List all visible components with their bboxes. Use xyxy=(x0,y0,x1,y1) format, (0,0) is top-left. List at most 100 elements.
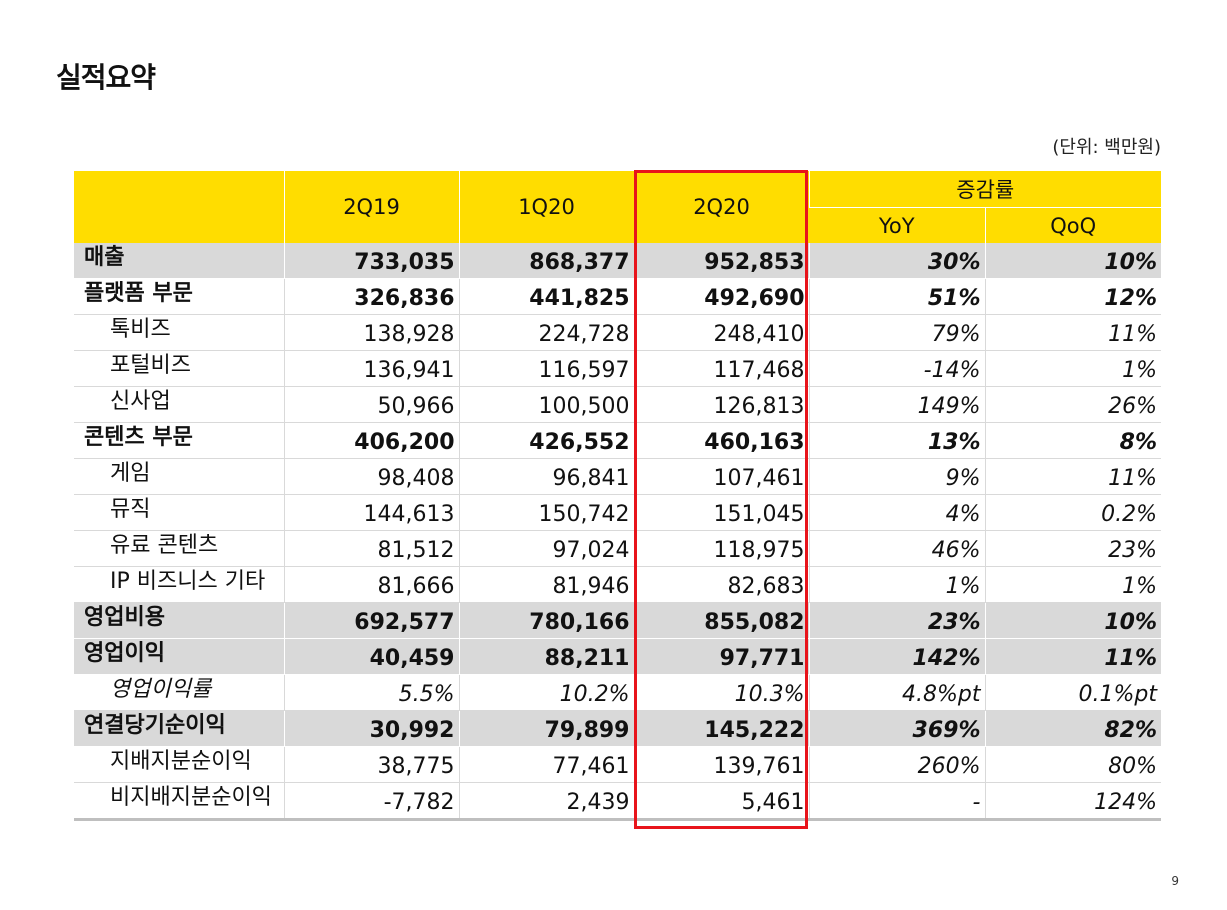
cell-2q19: 50,966 xyxy=(283,386,459,423)
cell-2q19: 144,613 xyxy=(283,494,459,531)
cell-yoy: 13% xyxy=(808,422,985,459)
header-growth: 증감률 xyxy=(808,171,1161,208)
cell-yoy: 79% xyxy=(808,314,985,351)
page-number: 9 xyxy=(1171,874,1179,888)
cell-2q20: 145,222 xyxy=(633,710,809,747)
cell-yoy: 23% xyxy=(808,602,985,639)
cell-2q20: 118,975 xyxy=(633,530,809,567)
cell-1q20: 116,597 xyxy=(458,350,634,387)
cell-qoq: 11% xyxy=(984,638,1161,675)
cell-2q19: 326,836 xyxy=(283,278,459,315)
table-row: 뮤직 144,613 150,742 151,045 4% 0.2% xyxy=(74,494,1161,531)
row-label: 신사업 xyxy=(74,386,284,423)
table-row: 포털비즈 136,941 116,597 117,468 -14% 1% xyxy=(74,350,1161,387)
header-yoy: YoY xyxy=(809,207,985,243)
cell-yoy: - xyxy=(808,782,985,821)
financial-summary-table: 2Q19 1Q20 2Q20 증감률 YoY QoQ 매출 733,035 868,… xyxy=(74,171,1161,821)
cell-qoq: 10% xyxy=(984,243,1161,279)
cell-2q19: 406,200 xyxy=(283,422,459,459)
header-1q20: 1Q20 xyxy=(458,171,634,243)
cell-yoy: 142% xyxy=(808,638,985,675)
cell-1q20: 868,377 xyxy=(458,243,634,279)
table-row: 플랫폼 부문 326,836 441,825 492,690 51% 12% xyxy=(74,278,1161,315)
table-row: 지배지분순이익 38,775 77,461 139,761 260% 80% xyxy=(74,746,1161,783)
cell-2q20: 117,468 xyxy=(633,350,809,387)
cell-1q20: 441,825 xyxy=(458,278,634,315)
row-label: 영업이익 xyxy=(74,638,284,675)
cell-2q20: 248,410 xyxy=(633,314,809,351)
cell-2q19: 81,666 xyxy=(283,566,459,603)
row-label: 톡비즈 xyxy=(74,314,284,351)
row-label: 매출 xyxy=(74,243,284,279)
row-label: 영업비용 xyxy=(74,602,284,639)
header-2q19: 2Q19 xyxy=(283,171,459,243)
cell-1q20: 10.2% xyxy=(458,674,634,711)
cell-yoy: 149% xyxy=(808,386,985,423)
row-label: IP 비즈니스 기타 xyxy=(74,566,284,603)
cell-yoy: 1% xyxy=(808,566,985,603)
cell-1q20: 100,500 xyxy=(458,386,634,423)
table-row: 비지배지분순이익 -7,782 2,439 5,461-124% xyxy=(74,782,1161,821)
cell-yoy: 260% xyxy=(808,746,985,783)
table-row: 신사업 50,966 100,500 126,813 149% 26% xyxy=(74,386,1161,423)
cell-qoq: 23% xyxy=(984,530,1161,567)
cell-2q20: 97,771 xyxy=(633,638,809,675)
table-row: 유료 콘텐츠 81,512 97,024 118,975 46% 23% xyxy=(74,530,1161,567)
row-label: 연결당기순이익 xyxy=(74,710,284,747)
row-label: 유료 콘텐츠 xyxy=(74,530,284,567)
cell-2q20: 10.3% xyxy=(633,674,809,711)
row-label: 뮤직 xyxy=(74,494,284,531)
cell-yoy: 46% xyxy=(808,530,985,567)
cell-1q20: 426,552 xyxy=(458,422,634,459)
unit-label: (단위: 백만원) xyxy=(1052,137,1161,158)
cell-qoq: 124% xyxy=(984,782,1161,821)
cell-qoq: 26% xyxy=(984,386,1161,423)
cell-2q19: 5.5% xyxy=(283,674,459,711)
cell-1q20: 77,461 xyxy=(458,746,634,783)
cell-yoy: -14% xyxy=(808,350,985,387)
cell-2q19: 692,577 xyxy=(283,602,459,639)
table-row: 톡비즈 138,928 224,728 248,410 79% 11% xyxy=(74,314,1161,351)
header-qoq: QoQ xyxy=(984,207,1161,243)
cell-2q20: 460,163 xyxy=(633,422,809,459)
cell-2q19: 40,459 xyxy=(283,638,459,675)
cell-2q20: 107,461 xyxy=(633,458,809,495)
row-label: 플랫폼 부문 xyxy=(74,278,284,315)
table-row: 연결당기순이익 30,992 79,899 145,222 369% 82% xyxy=(74,710,1161,747)
cell-1q20: 96,841 xyxy=(458,458,634,495)
cell-2q19: 38,775 xyxy=(283,746,459,783)
cell-2q19: 136,941 xyxy=(283,350,459,387)
cell-2q19: 30,992 xyxy=(283,710,459,747)
cell-2q20: 492,690 xyxy=(633,278,809,315)
cell-1q20: 150,742 xyxy=(458,494,634,531)
cell-qoq: 0.2% xyxy=(984,494,1161,531)
table-row: 영업이익률 5.5% 10.2% 10.3% 4.8%pt 0.1%pt xyxy=(74,674,1161,711)
cell-2q20: 139,761 xyxy=(633,746,809,783)
cell-yoy: 369% xyxy=(808,710,985,747)
cell-qoq: 11% xyxy=(984,314,1161,351)
cell-yoy: 4.8%pt xyxy=(808,674,985,711)
cell-1q20: 88,211 xyxy=(458,638,634,675)
cell-1q20: 97,024 xyxy=(458,530,634,567)
cell-2q19: 138,928 xyxy=(283,314,459,351)
header-blank xyxy=(74,171,284,243)
cell-qoq: 0.1%pt xyxy=(984,674,1161,711)
cell-1q20: 79,899 xyxy=(458,710,634,747)
table-row: 콘텐츠 부문 406,200 426,552 460,163 13% 8% xyxy=(74,422,1161,459)
table-row: 영업비용 692,577 780,166 855,082 23% 10% xyxy=(74,602,1161,639)
cell-yoy: 9% xyxy=(808,458,985,495)
cell-2q20: 151,045 xyxy=(633,494,809,531)
row-label: 게임 xyxy=(74,458,284,495)
cell-qoq: 80% xyxy=(984,746,1161,783)
cell-1q20: 2,439 xyxy=(458,782,634,821)
cell-yoy: 30% xyxy=(808,243,985,279)
cell-qoq: 82% xyxy=(984,710,1161,747)
table-row: 게임 98,408 96,841 107,461 9% 11% xyxy=(74,458,1161,495)
row-label: 영업이익률 xyxy=(74,674,284,711)
cell-2q19: -7,782 xyxy=(283,782,459,821)
cell-2q19: 81,512 xyxy=(283,530,459,567)
cell-qoq: 10% xyxy=(984,602,1161,639)
header-2q20: 2Q20 xyxy=(633,171,809,243)
cell-qoq: 8% xyxy=(984,422,1161,459)
cell-qoq: 12% xyxy=(984,278,1161,315)
